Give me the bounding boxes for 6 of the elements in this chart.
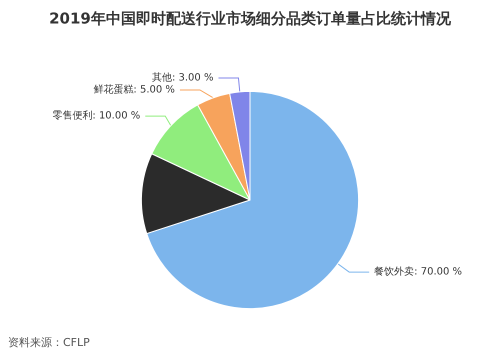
slice-label: 零售便利: 10.00 %: [52, 110, 140, 122]
text: 资料来源：CFLP: [8, 336, 90, 349]
slice-label: 其他: 3.00 %: [152, 71, 214, 84]
chart-title: 2019年中国即时配送行业市场细分品类订单量占比统计情况: [49, 10, 452, 28]
slice-label: 鲜花蛋糕: 5.00 %: [93, 83, 175, 96]
slice-label: 餐饮外卖: 70.00 %: [374, 266, 462, 278]
